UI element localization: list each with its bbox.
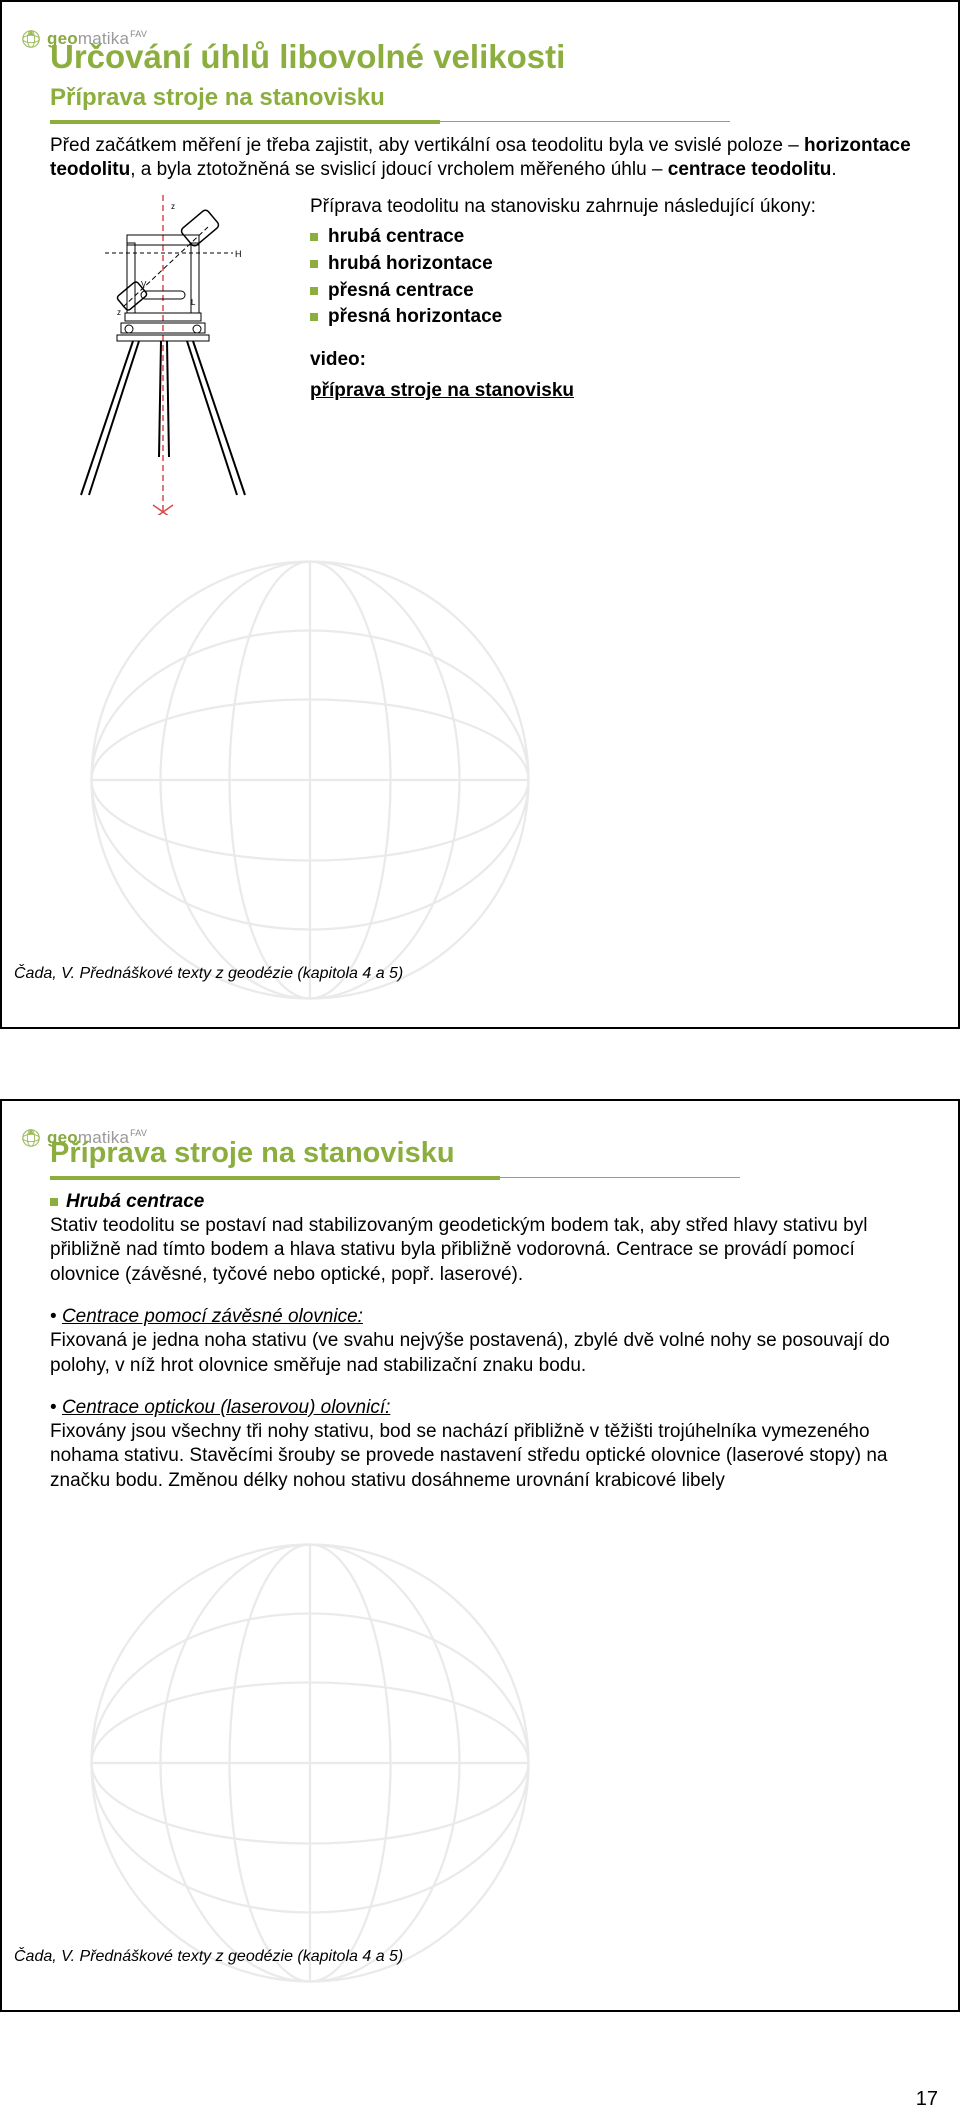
opticka-section: • Centrace optickou (laserovou) olovnicí… [50,1396,918,1493]
svg-text:V: V [141,280,147,289]
svg-text:z: z [171,202,175,211]
list-item: hrubá horizontace [310,252,918,277]
prep-line: Příprava teodolitu na stanovisku zahrnuj… [310,195,918,220]
title-underline [50,1176,918,1180]
slide-2: geomatikaFAV Příprava stroje na stanovis… [0,1099,960,2012]
intro-paragraph: Před začátkem měření je třeba zajistit, … [50,134,918,183]
citation: Čada, V. Přednáškové texty z geodézie (k… [14,965,882,983]
page-number: 17 [0,2082,960,2121]
square-bullet-icon [50,1198,58,1206]
sub-title: Příprava stroje na stanovisku [50,84,385,112]
video-label: video: [310,348,918,373]
title-underline [50,120,918,124]
list-item: hrubá centrace [310,225,918,250]
theodolite-figure: H L V [50,195,280,520]
list-item: přesná centrace [310,279,918,304]
citation: Čada, V. Přednáškové texty z geodézie (k… [14,1948,882,1966]
svg-text:L: L [191,298,196,307]
zavesna-section: • Centrace pomocí závěsné olovnice: Fixo… [50,1305,918,1378]
svg-text:z: z [117,308,121,317]
globe-watermark [80,550,540,1010]
hruba-section: Hrubá centrace Stativ teodolitu se posta… [50,1190,918,1287]
list-item: přesná horizontace [310,305,918,330]
sub-title: Příprava stroje na stanovisku [50,1137,455,1170]
globe-icon [20,1127,42,1149]
slide-1: geomatikaFAV Určování úhlů libovolné vel… [0,0,960,1029]
task-list: hrubá centrace hrubá horizontace přesná … [310,225,918,330]
globe-icon [20,28,42,50]
svg-text:H: H [235,249,242,259]
video-link[interactable]: příprava stroje na stanovisku [310,380,574,401]
main-title: Určování úhlů libovolné velikosti [50,38,918,76]
globe-watermark [80,1533,540,1993]
